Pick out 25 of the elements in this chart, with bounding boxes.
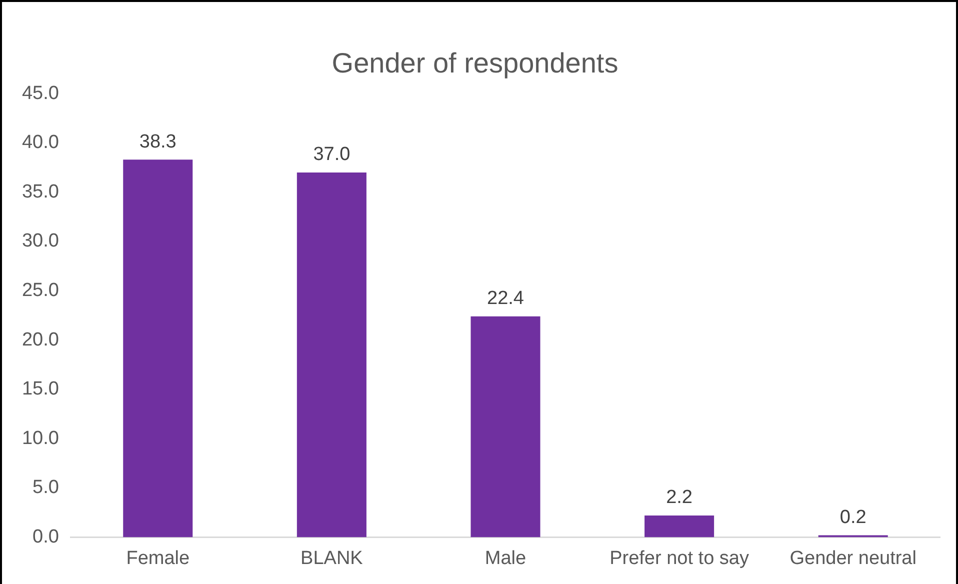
chart-title: Gender of respondents — [332, 48, 618, 79]
x-tick-label: Female — [126, 548, 190, 569]
bar — [644, 516, 714, 538]
y-tick-label: 45.0 — [22, 82, 59, 104]
y-tick-label: 20.0 — [22, 329, 59, 350]
data-label: 0.2 — [840, 506, 866, 528]
y-tick-label: 30.0 — [22, 230, 59, 252]
data-label: 37.0 — [313, 144, 350, 166]
y-tick-label: 0.0 — [32, 526, 59, 548]
y-tick-label: 25.0 — [22, 280, 59, 301]
data-label: 22.4 — [487, 288, 524, 310]
y-tick-label: 5.0 — [32, 477, 59, 498]
data-label: 38.3 — [139, 131, 176, 152]
x-tick-label: Male — [484, 548, 526, 569]
y-tick-label: 15.0 — [22, 378, 59, 400]
bar — [296, 172, 366, 538]
bar — [470, 316, 540, 538]
y-tick-label: 35.0 — [22, 181, 59, 202]
data-label: 2.2 — [666, 487, 693, 508]
x-tick-label: Prefer not to say — [610, 548, 750, 569]
bar — [123, 160, 193, 538]
x-tick-label: BLANK — [300, 548, 364, 569]
y-tick-label: 10.0 — [22, 428, 59, 449]
x-tick-label: Gender neutral — [790, 548, 916, 569]
y-tick-label: 40.0 — [22, 132, 59, 154]
